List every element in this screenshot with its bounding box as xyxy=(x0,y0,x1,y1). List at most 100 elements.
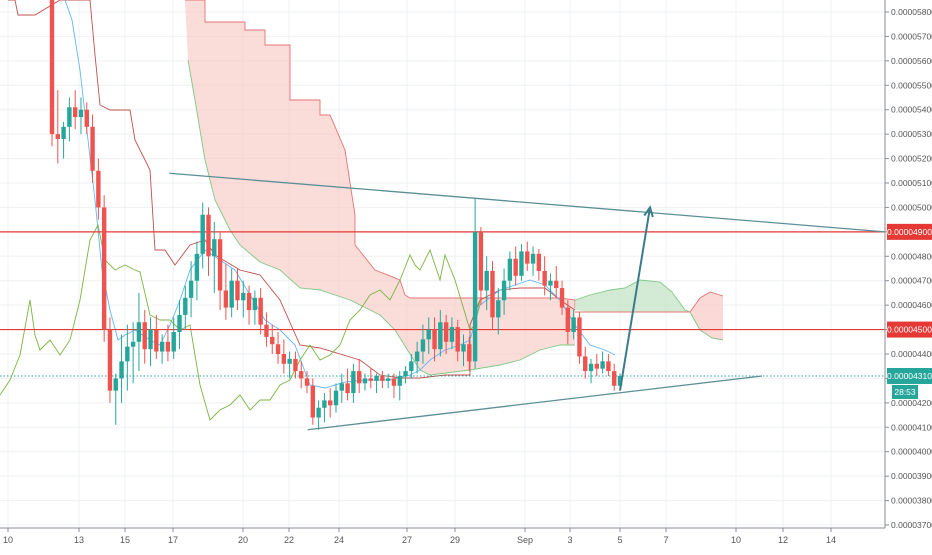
candle-body xyxy=(588,363,594,372)
price-tick-label: 0.00004100 xyxy=(891,422,932,432)
candle xyxy=(194,241,200,301)
projection-arrow-shaft[interactable] xyxy=(619,207,651,391)
candle-body xyxy=(304,378,310,386)
candle xyxy=(391,373,397,398)
candle-body xyxy=(67,107,72,127)
candle xyxy=(397,371,402,401)
candle-body xyxy=(368,378,373,381)
future-span-a-line xyxy=(574,279,691,313)
candle xyxy=(177,300,182,350)
candle xyxy=(461,334,466,367)
candle xyxy=(154,314,159,359)
triangle-lower-trendline[interactable] xyxy=(307,375,763,431)
candle-body xyxy=(49,0,55,135)
candle xyxy=(78,97,84,135)
candle-body xyxy=(107,329,113,391)
candle xyxy=(385,373,391,389)
candle-body xyxy=(443,322,449,342)
candle-body xyxy=(96,170,101,208)
candle xyxy=(148,317,153,367)
candle-body xyxy=(391,378,397,386)
candle-body xyxy=(617,375,623,386)
candle-body xyxy=(397,375,402,386)
time-tick-label: 12 xyxy=(778,535,788,545)
candle xyxy=(264,312,269,347)
candle xyxy=(345,368,350,401)
candle xyxy=(548,273,553,301)
candle xyxy=(472,197,478,369)
candle xyxy=(119,334,124,403)
time-tick-label: 14 xyxy=(826,535,836,545)
price-axis[interactable]: 0.00005800 0.00005700 0.00005600 0.00005500… xyxy=(885,7,932,530)
price-tick-label: 0.00005200 xyxy=(891,154,932,164)
candle-body xyxy=(223,290,229,308)
candle xyxy=(577,312,582,364)
time-axis[interactable]: 10 13 15 17 20 22 24 27 29 Sep 3 5 7 10 12 14 xyxy=(3,528,836,545)
candle-body xyxy=(241,292,246,301)
candle xyxy=(519,244,524,281)
time-tick-label: 10 xyxy=(3,535,13,545)
candle-body xyxy=(84,109,89,127)
price-tick-label: 0.00005500 xyxy=(891,80,932,90)
candle xyxy=(328,388,333,418)
candle-body xyxy=(293,358,298,372)
candle xyxy=(246,285,252,325)
projection-arrow-head xyxy=(643,205,654,218)
candle xyxy=(513,246,518,286)
time-tick-label: 29 xyxy=(450,535,460,545)
price-tick-label: 0.00005700 xyxy=(891,31,932,41)
candle-body xyxy=(212,239,217,257)
senkou-span-b-line xyxy=(185,0,576,308)
candle xyxy=(229,268,234,318)
time-tick-label: 10 xyxy=(731,535,741,545)
candle xyxy=(165,324,171,362)
candle xyxy=(200,202,205,269)
candle-body xyxy=(594,363,600,369)
candle xyxy=(432,317,437,362)
resistance-upper-value: 0.00004900 xyxy=(887,227,932,237)
candle-body xyxy=(154,329,159,352)
candle-body xyxy=(177,314,182,333)
candle xyxy=(55,90,60,164)
candle xyxy=(316,400,321,430)
candle xyxy=(287,351,292,379)
price-tick-label: 0.00003800 xyxy=(891,496,932,506)
candle-body xyxy=(217,239,223,291)
price-tick-label: 0.00004600 xyxy=(891,300,932,310)
candle-body xyxy=(351,371,356,394)
candle-body xyxy=(275,344,281,354)
candle-body xyxy=(194,253,200,281)
candle xyxy=(84,102,89,135)
candle xyxy=(130,322,136,384)
candlestick-series xyxy=(49,0,623,430)
cloud-bearish-area xyxy=(185,0,575,375)
triangle-upper-trendline[interactable] xyxy=(169,172,886,233)
candle xyxy=(438,310,443,357)
candle-body xyxy=(333,390,339,406)
candle xyxy=(159,334,165,364)
countdown-label: 28:53 xyxy=(892,384,918,399)
resistance-upper-label: 0.00004900 xyxy=(887,223,932,240)
candle xyxy=(206,207,211,276)
candle xyxy=(96,158,101,220)
candle xyxy=(490,261,495,330)
candle xyxy=(374,373,379,394)
candle xyxy=(188,261,194,318)
candle-body xyxy=(426,329,431,340)
candle xyxy=(612,363,617,391)
candle-body xyxy=(171,332,176,352)
candle-body xyxy=(55,134,60,140)
candle-body xyxy=(119,361,124,379)
ichimoku-cloud xyxy=(185,0,724,376)
candle xyxy=(565,300,571,345)
candle xyxy=(380,371,385,389)
candle-body xyxy=(345,383,350,394)
candle xyxy=(299,361,304,389)
candle xyxy=(270,324,275,354)
candle xyxy=(530,246,536,276)
candle-body xyxy=(420,339,426,352)
candle-body xyxy=(478,231,484,291)
